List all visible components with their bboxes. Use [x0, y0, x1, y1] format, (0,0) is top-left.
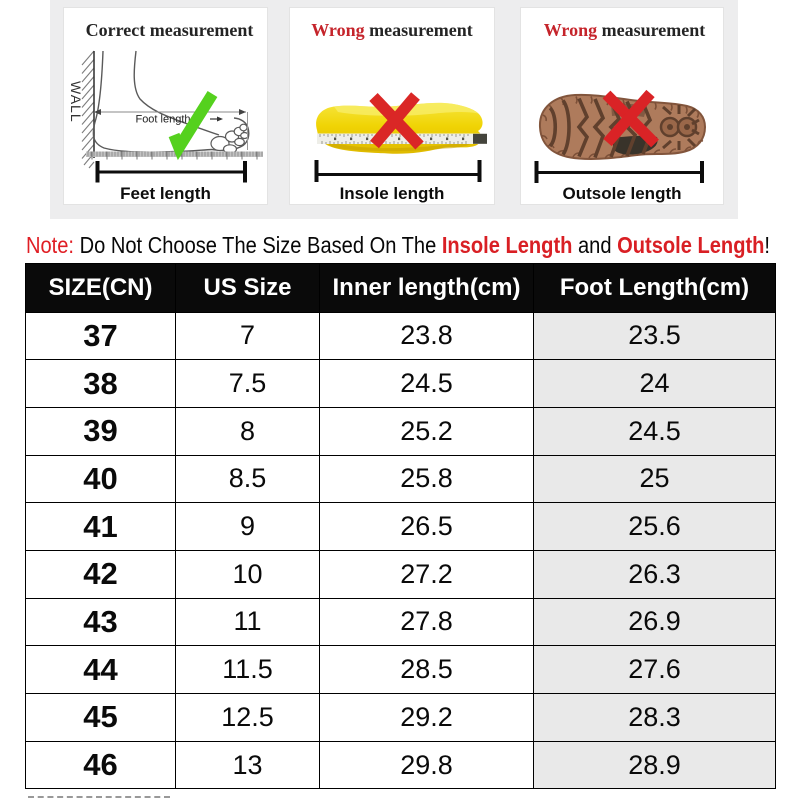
svg-text:WALL: WALL	[68, 81, 84, 123]
svg-text:Foot length: Foot length	[135, 114, 190, 126]
